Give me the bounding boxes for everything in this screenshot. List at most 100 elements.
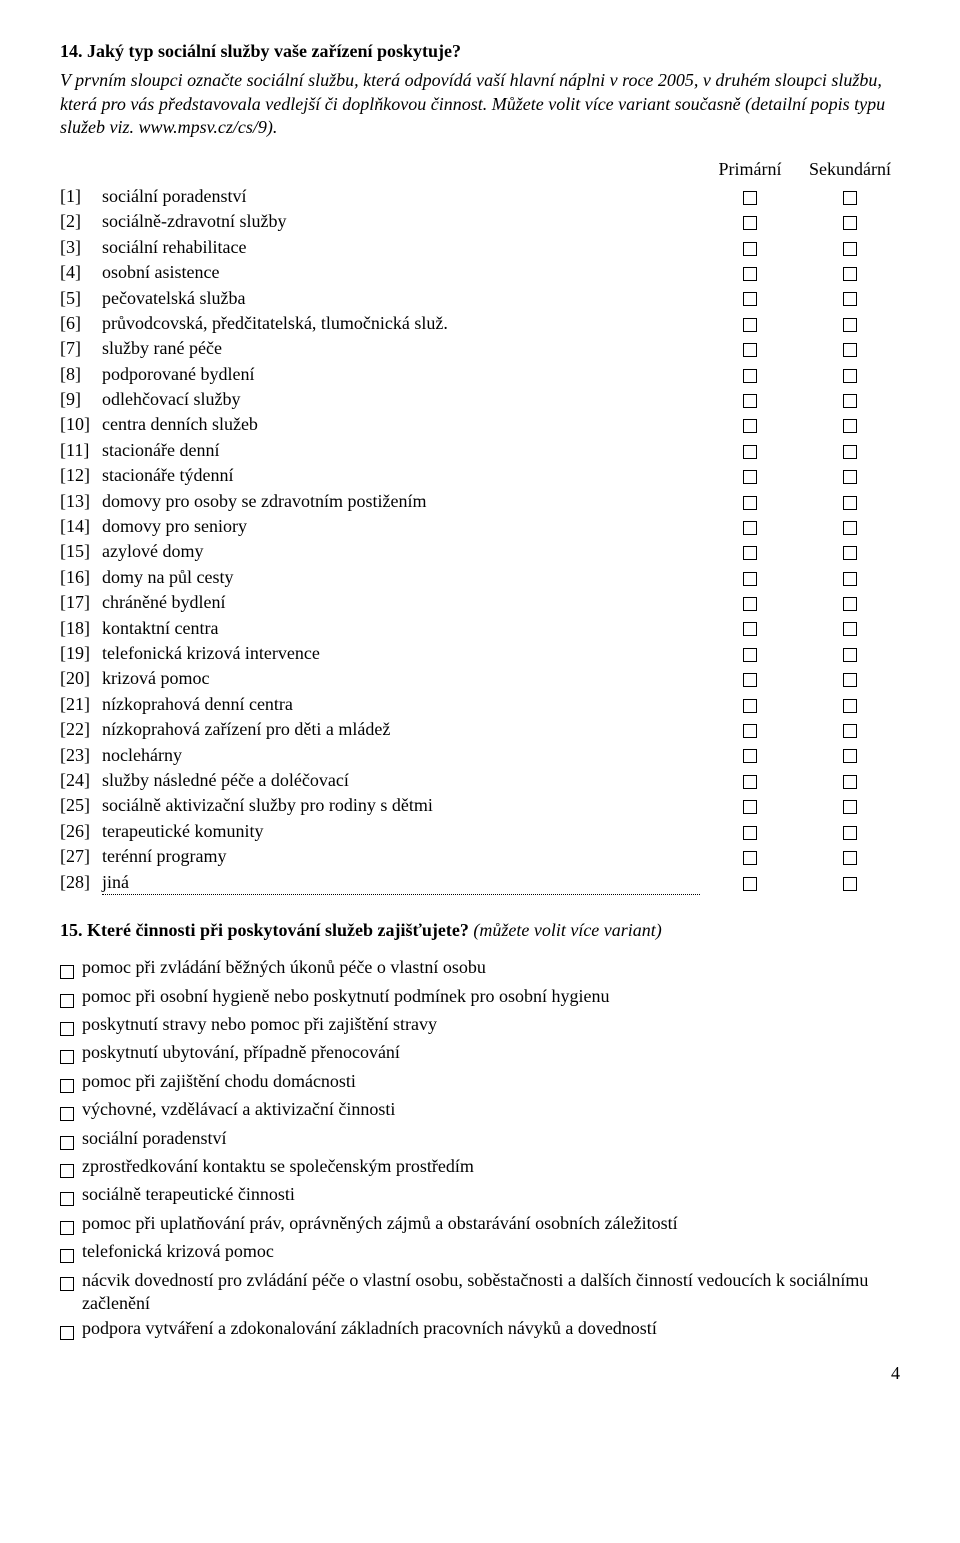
primary-checkbox[interactable] — [743, 877, 757, 891]
primary-checkbox[interactable] — [743, 800, 757, 814]
secondary-checkbox[interactable] — [843, 191, 857, 205]
row-label: sociální poradenství — [102, 185, 700, 208]
option-checkbox[interactable] — [60, 1277, 74, 1291]
primary-checkbox[interactable] — [743, 724, 757, 738]
q14-row: [20]krizová pomoc — [60, 667, 900, 690]
row-index: [1] — [60, 185, 102, 208]
row-index: [16] — [60, 566, 102, 589]
option-checkbox[interactable] — [60, 994, 74, 1008]
q14-row: [18]kontaktní centra — [60, 617, 900, 640]
option-text: nácvik dovedností pro zvládání péče o vl… — [82, 1269, 900, 1316]
secondary-checkbox[interactable] — [843, 597, 857, 611]
secondary-checkbox[interactable] — [843, 292, 857, 306]
primary-checkbox[interactable] — [743, 826, 757, 840]
secondary-checkbox[interactable] — [843, 216, 857, 230]
secondary-checkbox[interactable] — [843, 267, 857, 281]
row-label: telefonická krizová intervence — [102, 642, 700, 665]
primary-checkbox[interactable] — [743, 775, 757, 789]
q14-row: [24]služby následné péče a doléčovací — [60, 769, 900, 792]
secondary-checkbox[interactable] — [843, 724, 857, 738]
primary-checkbox[interactable] — [743, 749, 757, 763]
secondary-checkbox[interactable] — [843, 242, 857, 256]
option-checkbox[interactable] — [60, 965, 74, 979]
option-checkbox[interactable] — [60, 1249, 74, 1263]
primary-checkbox[interactable] — [743, 851, 757, 865]
option-checkbox[interactable] — [60, 1221, 74, 1235]
primary-checkbox[interactable] — [743, 699, 757, 713]
secondary-checkbox[interactable] — [843, 572, 857, 586]
row-index: [2] — [60, 210, 102, 233]
q15-option: sociální poradenství — [60, 1127, 900, 1153]
secondary-checkbox[interactable] — [843, 622, 857, 636]
option-text: pomoc při zajištění chodu domácnosti — [82, 1070, 900, 1093]
secondary-checkbox[interactable] — [843, 419, 857, 433]
option-checkbox[interactable] — [60, 1192, 74, 1206]
option-checkbox[interactable] — [60, 1050, 74, 1064]
option-checkbox[interactable] — [60, 1136, 74, 1150]
secondary-checkbox[interactable] — [843, 699, 857, 713]
row-label: nízkoprahová zařízení pro děti a mládež — [102, 718, 700, 741]
primary-checkbox[interactable] — [743, 343, 757, 357]
row-label: azylové domy — [102, 540, 700, 563]
secondary-checkbox[interactable] — [843, 470, 857, 484]
secondary-checkbox[interactable] — [843, 775, 857, 789]
option-text: sociálně terapeutické činnosti — [82, 1183, 900, 1206]
row-index: [5] — [60, 287, 102, 310]
col-primary-header: Primární — [700, 158, 800, 181]
primary-checkbox[interactable] — [743, 394, 757, 408]
primary-checkbox[interactable] — [743, 216, 757, 230]
secondary-checkbox[interactable] — [843, 826, 857, 840]
secondary-checkbox[interactable] — [843, 394, 857, 408]
row-index: [23] — [60, 744, 102, 767]
primary-checkbox[interactable] — [743, 419, 757, 433]
row-label: noclehárny — [102, 744, 700, 767]
primary-checkbox[interactable] — [743, 546, 757, 560]
row-label: pečovatelská služba — [102, 287, 700, 310]
secondary-checkbox[interactable] — [843, 343, 857, 357]
secondary-checkbox[interactable] — [843, 877, 857, 891]
q14-row: [6]průvodcovská, předčitatelská, tlumočn… — [60, 312, 900, 335]
secondary-checkbox[interactable] — [843, 318, 857, 332]
primary-checkbox[interactable] — [743, 369, 757, 383]
primary-checkbox[interactable] — [743, 673, 757, 687]
option-checkbox[interactable] — [60, 1022, 74, 1036]
primary-checkbox[interactable] — [743, 267, 757, 281]
option-checkbox[interactable] — [60, 1164, 74, 1178]
q14-row: [16]domy na půl cesty — [60, 566, 900, 589]
secondary-checkbox[interactable] — [843, 851, 857, 865]
primary-checkbox[interactable] — [743, 318, 757, 332]
primary-checkbox[interactable] — [743, 470, 757, 484]
secondary-checkbox[interactable] — [843, 369, 857, 383]
row-label: sociální rehabilitace — [102, 236, 700, 259]
primary-checkbox[interactable] — [743, 572, 757, 586]
primary-checkbox[interactable] — [743, 445, 757, 459]
option-checkbox[interactable] — [60, 1079, 74, 1093]
primary-checkbox[interactable] — [743, 597, 757, 611]
option-text: pomoc při osobní hygieně nebo poskytnutí… — [82, 985, 900, 1008]
q14-row: [7]služby rané péče — [60, 337, 900, 360]
primary-checkbox[interactable] — [743, 521, 757, 535]
option-checkbox[interactable] — [60, 1326, 74, 1340]
secondary-checkbox[interactable] — [843, 496, 857, 510]
secondary-checkbox[interactable] — [843, 445, 857, 459]
row-index: [20] — [60, 667, 102, 690]
row-index: [24] — [60, 769, 102, 792]
primary-checkbox[interactable] — [743, 622, 757, 636]
secondary-checkbox[interactable] — [843, 648, 857, 662]
row-label: stacionáře denní — [102, 439, 700, 462]
row-label: stacionáře týdenní — [102, 464, 700, 487]
secondary-checkbox[interactable] — [843, 521, 857, 535]
secondary-checkbox[interactable] — [843, 749, 857, 763]
q14-row: [2]sociálně-zdravotní služby — [60, 210, 900, 233]
primary-checkbox[interactable] — [743, 496, 757, 510]
secondary-checkbox[interactable] — [843, 800, 857, 814]
primary-checkbox[interactable] — [743, 292, 757, 306]
primary-checkbox[interactable] — [743, 242, 757, 256]
option-checkbox[interactable] — [60, 1107, 74, 1121]
primary-checkbox[interactable] — [743, 648, 757, 662]
primary-checkbox[interactable] — [743, 191, 757, 205]
row-label: služby následné péče a doléčovací — [102, 769, 700, 792]
secondary-checkbox[interactable] — [843, 546, 857, 560]
q15-options: pomoc při zvládání běžných úkonů péče o … — [60, 956, 900, 1343]
secondary-checkbox[interactable] — [843, 673, 857, 687]
